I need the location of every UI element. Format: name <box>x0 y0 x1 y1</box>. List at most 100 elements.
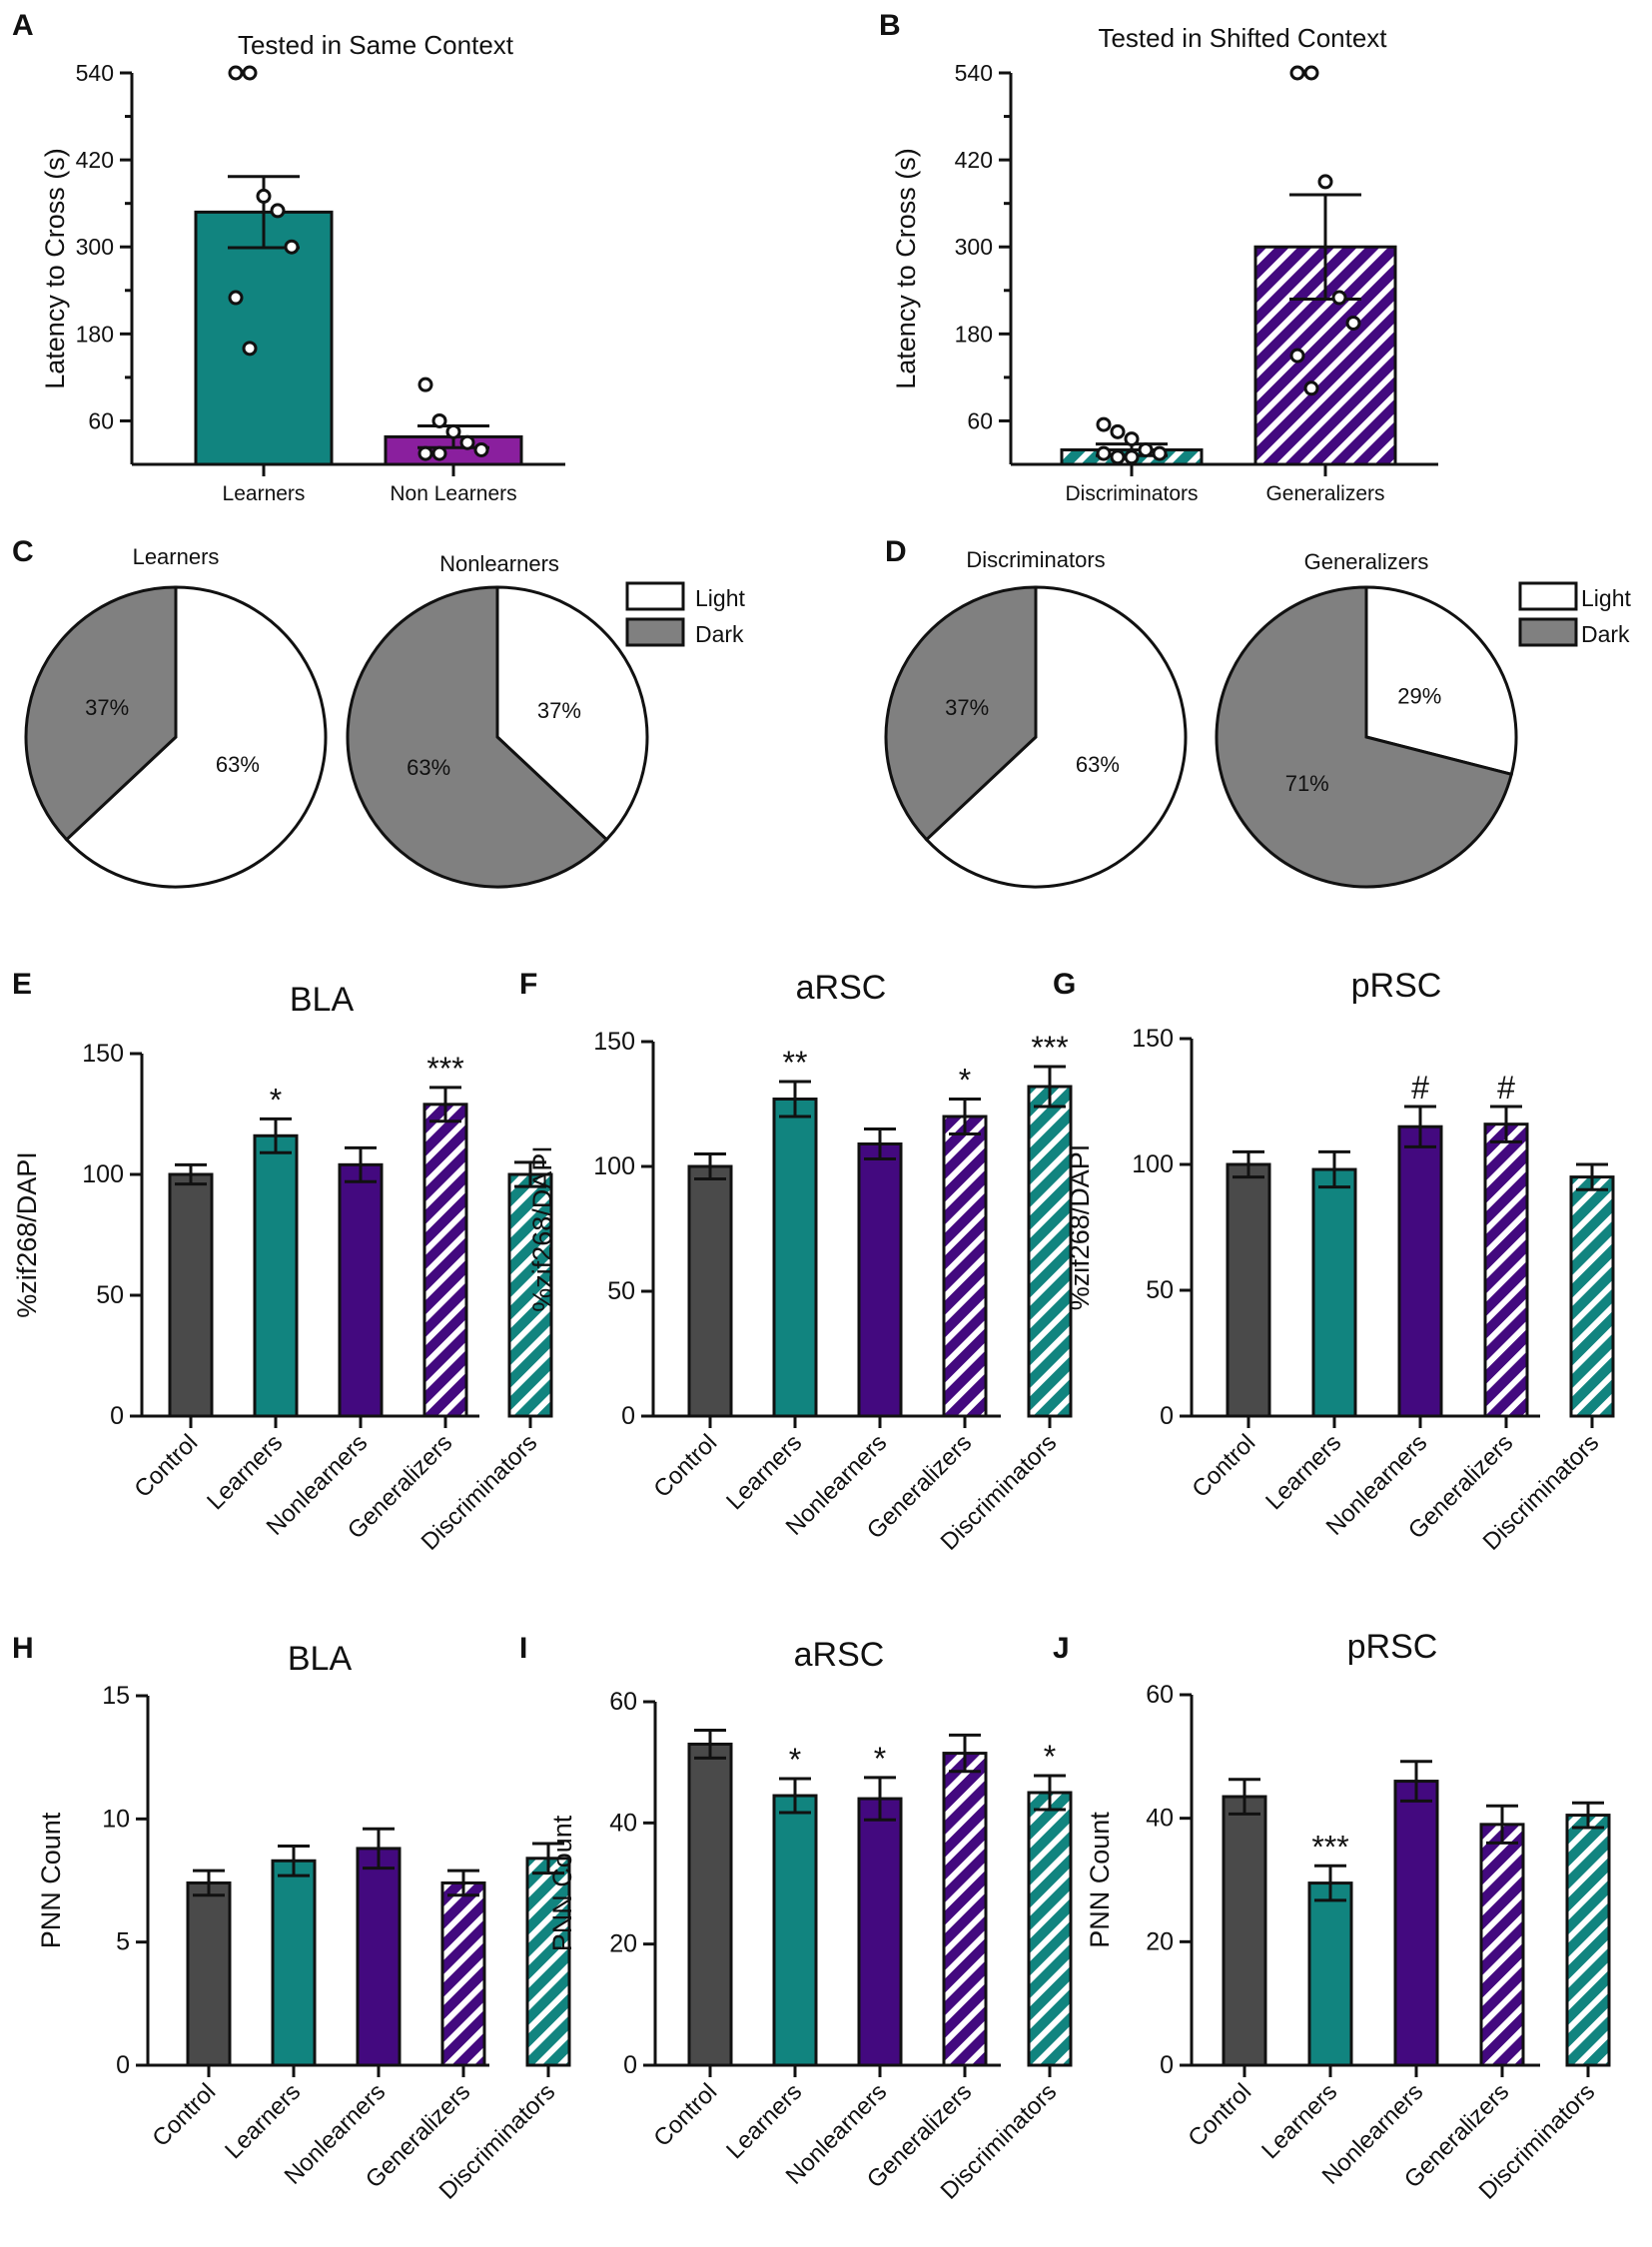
bar <box>1569 1175 1615 1418</box>
data-point <box>228 290 244 306</box>
x-tick-label: Control <box>648 2078 722 2152</box>
y-tick-label: 420 <box>76 147 114 173</box>
bar <box>168 1172 214 1418</box>
y-tick-label: 40 <box>609 1809 637 1837</box>
significance-label: * <box>1044 1739 1056 1775</box>
y-tick-label: 420 <box>955 147 993 173</box>
panel-letter: J <box>1053 1632 1070 1665</box>
y-axis-label: PNN Count <box>36 1812 66 1948</box>
y-tick-label: 0 <box>623 2051 637 2079</box>
bar <box>1483 1123 1529 1418</box>
y-tick-label: 180 <box>76 321 114 347</box>
pie-slice-dark <box>24 585 178 842</box>
chart-title: BLA <box>288 1640 353 1678</box>
panel-letter: A <box>12 9 34 42</box>
pie-slice-dark <box>884 585 1038 842</box>
panel-letter: C <box>12 535 34 568</box>
bar <box>857 1797 903 2067</box>
x-tick-label: Learners <box>1256 2078 1342 2164</box>
data-point <box>445 423 461 439</box>
pie-dark-percent: 63% <box>407 755 450 780</box>
y-tick-label: 300 <box>955 234 993 260</box>
x-tick-label: Learners <box>1260 1429 1346 1515</box>
y-axis-label: Latency to Cross (s) <box>891 148 921 389</box>
panel-b-latency-shifted-context: B Tested in Shifted Context Latency to Cro… <box>879 9 1438 505</box>
bar <box>772 1098 818 1418</box>
chart-title: pRSC <box>1351 967 1442 1005</box>
data-point <box>431 412 447 428</box>
significance-label: *** <box>426 1051 463 1087</box>
pie-light-percent: 37% <box>537 698 581 723</box>
data-point <box>1110 423 1126 439</box>
bar <box>1027 1791 1073 2067</box>
y-tick-label: 0 <box>116 2051 130 2079</box>
y-tick-label: 15 <box>102 1682 130 1710</box>
x-tick-label: Learners <box>202 1429 288 1515</box>
bar <box>186 1880 232 2067</box>
x-tick-label: Control <box>147 2078 221 2152</box>
x-tick-label: Non Learners <box>390 482 516 505</box>
panel-c-pies-learners: C Learners 63% 37% Nonlearners 37% 63% <box>12 535 649 889</box>
x-tick-label: Generalizers <box>1265 482 1384 505</box>
y-axis-label: PNN Count <box>547 1815 577 1951</box>
bar <box>1393 1780 1439 2067</box>
chart-title: Tested in Shifted Context <box>1098 23 1387 53</box>
bar <box>687 1742 733 2067</box>
x-tick-label: Control <box>1187 1429 1260 1503</box>
y-tick-label: 10 <box>102 1805 130 1833</box>
panel-letter: E <box>12 968 32 1001</box>
pie-dark-percent: 37% <box>945 695 989 720</box>
bar <box>687 1164 733 1418</box>
x-tick-label: Learners <box>721 1429 807 1515</box>
panel-letter: D <box>885 535 907 568</box>
significance-label: # <box>1497 1070 1515 1106</box>
bar <box>1222 1795 1267 2067</box>
bar <box>338 1162 384 1418</box>
data-point <box>242 65 258 81</box>
pie-slice-light <box>1364 585 1518 777</box>
legend-dark-label: Dark <box>1581 621 1630 647</box>
data-point <box>256 188 272 204</box>
bar <box>356 1847 402 2067</box>
pie-title: Generalizers <box>1304 549 1429 574</box>
legend-dark-swatch <box>625 617 685 647</box>
chart-title: Tested in Same Context <box>238 30 514 60</box>
data-point <box>1289 348 1305 364</box>
panel-a-latency-same-context: A Tested in Same Context Latency to Cross … <box>12 9 565 505</box>
significance-label: *** <box>1311 1829 1348 1865</box>
legend-light-swatch <box>625 581 685 611</box>
chart-title: pRSC <box>1347 1628 1438 1666</box>
x-tick-label: Discriminators <box>1065 482 1198 505</box>
y-tick-label: 0 <box>110 1402 124 1430</box>
significance-label: * <box>789 1742 801 1778</box>
legend-dark-swatch <box>1518 617 1578 647</box>
bar <box>1027 1085 1073 1418</box>
bar <box>857 1142 903 1418</box>
bar <box>1311 1167 1357 1418</box>
data-point <box>1096 416 1112 432</box>
y-tick-label: 0 <box>621 1402 635 1430</box>
y-tick-label: 540 <box>76 60 114 86</box>
y-tick-label: 100 <box>82 1160 124 1188</box>
panel-e-bla-zif268: E BLA %zif268/DAPI 0 50 100 150 ControlLearners… <box>12 968 553 1556</box>
pie-chart: Discriminators 63% 37% <box>884 547 1188 889</box>
pie-title: Discriminators <box>966 547 1105 572</box>
legend-light-swatch <box>1518 581 1578 611</box>
data-point <box>1317 174 1333 190</box>
pie-light-percent: 63% <box>216 752 260 777</box>
panel-letter: B <box>879 9 901 42</box>
bar <box>772 1794 818 2067</box>
pie-chart: Learners 63% 37% <box>24 544 328 889</box>
significance-label: * <box>959 1063 971 1099</box>
y-tick-label: 150 <box>82 1040 124 1068</box>
chart-title: aRSC <box>796 969 887 1007</box>
panel-d-pies-discriminators: D Discriminators 63% 37% Generalizers 29% 71% <box>884 535 1518 889</box>
panel-letter: G <box>1053 968 1076 1001</box>
data-point <box>459 434 475 450</box>
bar <box>1226 1162 1271 1418</box>
